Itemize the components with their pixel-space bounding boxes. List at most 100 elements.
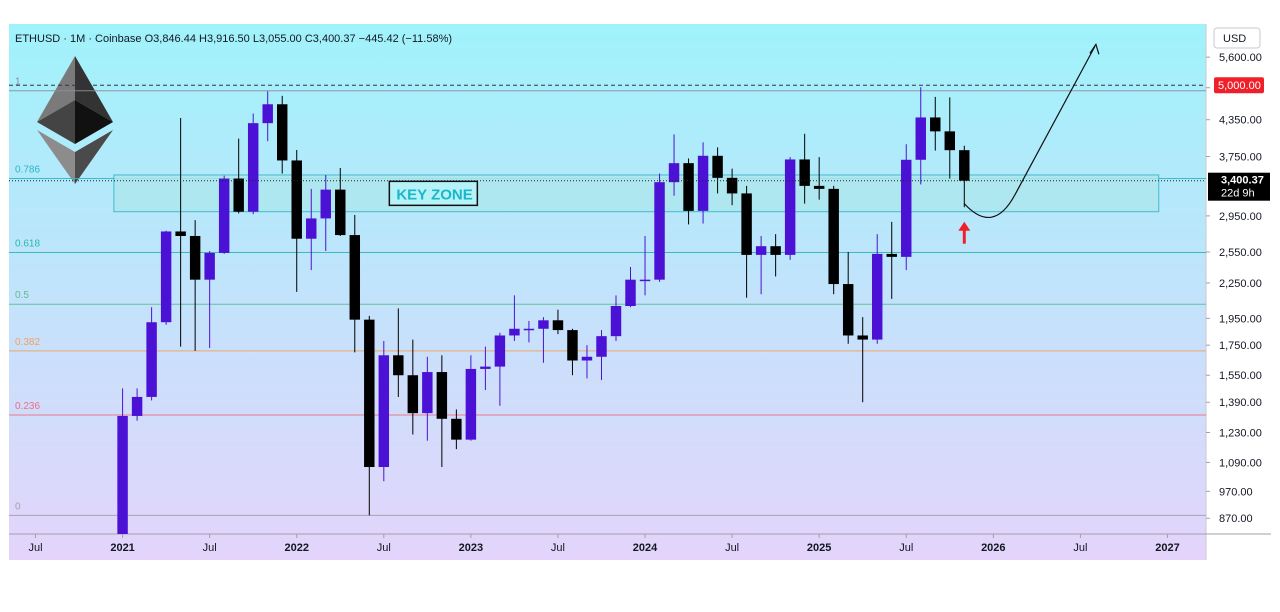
candle <box>451 409 462 450</box>
candle <box>160 230 172 325</box>
candle-body <box>320 189 331 219</box>
candle-body <box>741 193 752 255</box>
candle <box>480 346 491 391</box>
candle <box>407 339 419 435</box>
y-tick-label: 1,750.00 <box>1219 340 1262 352</box>
x-tick-label: Jul <box>1073 542 1087 554</box>
x-tick-label: Jul <box>203 542 217 554</box>
candle <box>639 235 651 296</box>
candle-body <box>930 117 941 132</box>
candle <box>509 295 520 341</box>
candle <box>494 332 506 406</box>
candle-body <box>596 336 607 357</box>
x-tick-label: 2022 <box>284 542 308 554</box>
candle-body <box>204 252 215 280</box>
time-axis[interactable]: Jul 2021 Jul 2022 Jul 2023 Jul 2024 Jul 2025 Jul 20… <box>28 534 1180 554</box>
candle-body <box>567 330 578 361</box>
fib-label: 0.618 <box>15 238 40 249</box>
candle-body <box>828 188 839 285</box>
candle-body <box>276 104 288 161</box>
candle <box>335 167 346 236</box>
candle <box>581 345 593 379</box>
y-tick-label: 1,550.00 <box>1219 370 1262 382</box>
candle <box>755 235 767 295</box>
candle-body <box>726 177 738 194</box>
candle <box>262 91 273 142</box>
candle-body <box>117 415 128 534</box>
target-price-tag: 5,000.00 <box>1214 77 1264 94</box>
y-tick-label: 970.00 <box>1219 486 1253 498</box>
candle <box>625 266 636 308</box>
candle <box>944 97 956 179</box>
chart-panel[interactable]: 1 0.786 0.618 0.5 0.382 0.236 0 870.00 970.00 1,… <box>9 24 1271 560</box>
candle-body <box>451 418 462 440</box>
candle <box>291 149 302 292</box>
candle <box>364 315 375 516</box>
candle-body <box>813 185 825 189</box>
target-price-label: 5,000.00 <box>1218 80 1261 92</box>
x-tick-label: 2027 <box>1155 542 1179 554</box>
projection-curve <box>963 46 1096 219</box>
candle-body <box>538 320 549 329</box>
candle <box>189 220 201 351</box>
annotations <box>9 42 1206 244</box>
y-tick-label: 1,950.00 <box>1219 313 1262 325</box>
candle-body <box>218 178 230 253</box>
last-price-tag: 3,400.37 22d 9h <box>1208 172 1270 201</box>
candle-body <box>436 372 448 419</box>
candle <box>204 250 215 349</box>
candle <box>901 144 912 271</box>
up-arrow-head <box>958 221 971 231</box>
candle-body <box>233 178 244 212</box>
candle-body <box>306 218 317 239</box>
x-tick-label: 2021 <box>110 542 134 554</box>
candle-body <box>871 253 883 340</box>
last-price-label: 3,400.37 <box>1221 175 1264 187</box>
candle <box>306 188 317 271</box>
candle-body <box>247 123 259 212</box>
x-tick-label: Jul <box>899 542 913 554</box>
candle <box>697 142 709 224</box>
candle <box>828 185 839 295</box>
x-tick-label: 2024 <box>633 542 658 554</box>
candle-body <box>407 375 419 414</box>
y-tick-label: 3,750.00 <box>1219 151 1262 163</box>
x-tick-label: Jul <box>377 542 391 554</box>
candle <box>175 118 186 347</box>
candle-body <box>146 322 157 397</box>
y-tick-label: 870.00 <box>1219 513 1253 525</box>
candle <box>276 95 288 174</box>
currency-badge[interactable]: USD <box>1213 27 1261 49</box>
bar-countdown: 22d 9h <box>1221 188 1255 200</box>
fib-label: 0.786 <box>15 165 40 176</box>
candle <box>712 147 723 194</box>
candle-body <box>886 253 897 257</box>
fib-label: 0.5 <box>15 290 29 301</box>
x-tick-label: Jul <box>551 542 565 554</box>
currency-label: USD <box>1223 33 1246 45</box>
candle-body <box>291 160 302 239</box>
candle <box>842 251 854 344</box>
candle-body <box>857 335 868 340</box>
candle-body <box>784 159 796 255</box>
key-zone-label: KEY ZONE <box>396 186 472 203</box>
y-tick-label: 1,390.00 <box>1219 397 1262 409</box>
candle <box>218 175 230 254</box>
candle-body <box>160 231 172 323</box>
candle <box>741 185 752 298</box>
candle-body <box>654 182 665 280</box>
candle <box>610 295 622 341</box>
candle <box>726 168 738 206</box>
candle <box>770 234 781 277</box>
candle <box>436 355 448 468</box>
candle-body <box>262 104 273 124</box>
eth-candlestick-chart[interactable]: 1 0.786 0.618 0.5 0.382 0.236 0 870.00 970.00 1,… <box>9 24 1271 560</box>
fibonacci-labels: 1 0.786 0.618 0.5 0.382 0.236 0 <box>15 77 40 513</box>
candle <box>871 234 883 344</box>
candles <box>117 87 970 534</box>
candle-body <box>712 155 723 178</box>
candle-body <box>131 396 143 416</box>
candle <box>959 145 970 208</box>
candle <box>378 340 390 482</box>
candle-body <box>494 335 506 367</box>
